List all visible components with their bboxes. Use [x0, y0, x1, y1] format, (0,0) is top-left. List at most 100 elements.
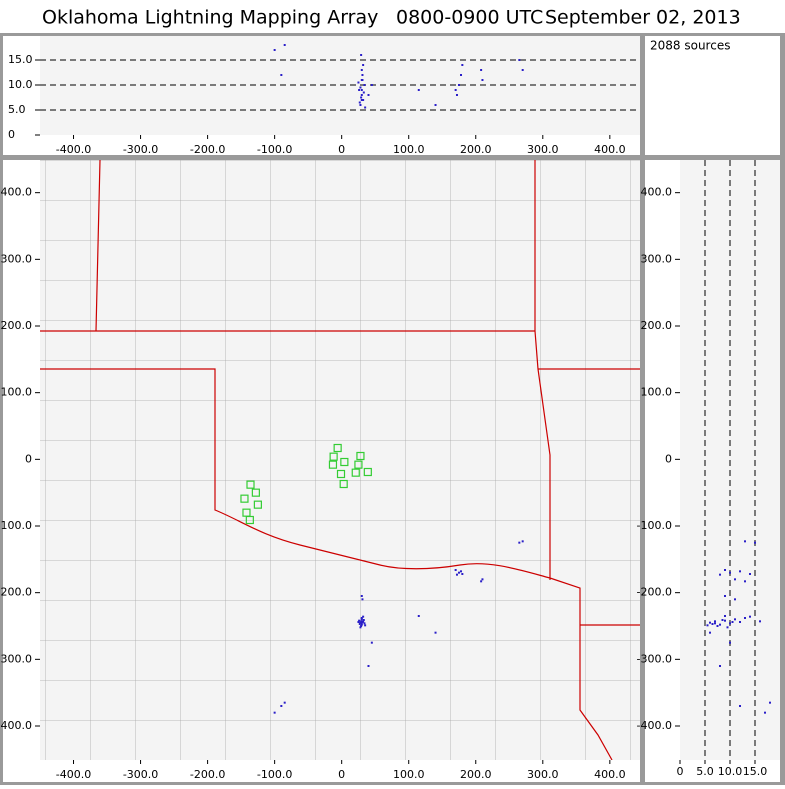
x-tick-label: -200.0: [190, 143, 225, 156]
source-side: [726, 626, 729, 629]
source-count: 2088 sources: [650, 39, 730, 53]
alt-tick-label: 10.0: [8, 78, 33, 91]
source-altitude: [457, 84, 460, 86]
source-plan: [361, 621, 364, 623]
source-altitude: [358, 89, 361, 91]
source-plan: [280, 705, 283, 707]
source-altitude: [360, 54, 363, 56]
y-tick-label: 100.0: [1, 386, 33, 399]
x-tick-label: 300.0: [527, 768, 559, 781]
info-box: [645, 36, 780, 155]
source-altitude: [363, 84, 366, 86]
source-altitude: [360, 94, 363, 96]
source-plan: [359, 621, 362, 624]
chart-title: Oklahoma Lightning Mapping Array: [42, 7, 378, 29]
x-tick-label: 0: [338, 143, 345, 156]
source-altitude: [357, 81, 360, 84]
source-altitude: [358, 101, 361, 104]
y-tick-label: -400.0: [0, 719, 32, 732]
y-tick-label: -100.0: [637, 519, 672, 532]
source-side: [734, 578, 736, 581]
source-plan: [360, 622, 363, 625]
source-side: [719, 573, 721, 576]
source-plan: [364, 624, 367, 627]
source-side: [739, 570, 741, 573]
source-altitude: [362, 99, 365, 101]
source-plan: [518, 541, 521, 544]
source-plan: [363, 622, 366, 625]
source-side: [729, 641, 731, 644]
source-plan: [360, 623, 363, 626]
source-plan: [362, 619, 365, 621]
source-side: [734, 618, 736, 621]
y-tick-label: -200.0: [0, 586, 32, 599]
source-side: [714, 622, 716, 625]
y-tick-label: 400.0: [641, 186, 673, 199]
source-side: [729, 622, 731, 625]
source-plan: [417, 615, 420, 617]
station: [328, 460, 338, 469]
x-tick-label: 300.0: [527, 143, 559, 156]
y-tick-label: -300.0: [0, 652, 32, 665]
source-plan: [367, 665, 370, 667]
source-plan: [360, 618, 363, 621]
source-altitude: [480, 69, 483, 71]
source-altitude: [360, 69, 363, 71]
source-side: [719, 623, 721, 626]
source-plan: [273, 711, 276, 714]
source-plan: [360, 620, 363, 623]
source-plan: [461, 573, 464, 575]
source-altitude: [461, 64, 464, 66]
source-altitude: [455, 94, 458, 96]
source-plan: [455, 573, 458, 576]
alt-tick-label: 0: [677, 765, 684, 778]
source-altitude: [364, 106, 367, 109]
station: [340, 457, 349, 467]
source-side: [739, 621, 741, 623]
x-tick-label: 200.0: [460, 143, 492, 156]
y-tick-label: 200.0: [1, 319, 33, 332]
time-range: 0800-0900 UTC: [396, 7, 543, 29]
source-side: [744, 580, 746, 583]
station: [351, 468, 360, 477]
y-tick-label: -200.0: [637, 586, 672, 599]
y-tick-label: -100.0: [0, 519, 32, 532]
source-side: [744, 540, 746, 543]
station: [356, 451, 365, 461]
source-side: [749, 573, 751, 575]
x-tick-label: -100.0: [257, 768, 292, 781]
x-tick-label: 400.0: [594, 143, 626, 156]
source-side: [724, 569, 726, 571]
station: [363, 467, 372, 477]
source-side: [759, 620, 761, 623]
source-altitude: [361, 79, 364, 81]
source-side: [754, 541, 756, 544]
source-side: [709, 621, 711, 624]
source-side: [724, 615, 726, 617]
source-plan: [370, 641, 373, 644]
source-plan: [460, 570, 463, 573]
source-plan: [454, 569, 457, 571]
source-altitude: [361, 74, 364, 76]
alt-tick-label: 5.0: [696, 765, 714, 778]
state-borders: [40, 160, 640, 760]
x-tick-label: -300.0: [123, 143, 158, 156]
source-altitude: [521, 69, 524, 71]
source-plan: [361, 598, 364, 601]
x-tick-label: -100.0: [257, 143, 292, 156]
source-side: [711, 623, 714, 625]
source-altitude: [481, 79, 484, 81]
source-plan: [360, 617, 363, 619]
source-plan: [358, 619, 361, 622]
source-side: [724, 595, 726, 597]
source-altitude: [518, 59, 521, 61]
alt-tick-label: 5.0: [8, 103, 26, 116]
source-altitude: [417, 89, 420, 91]
source-side: [706, 624, 709, 627]
source-plan: [360, 625, 363, 627]
station: [336, 469, 346, 479]
date: September 02, 2013: [545, 7, 741, 29]
source-side: [769, 701, 771, 704]
source-altitude: [280, 74, 283, 76]
source-plan: [457, 571, 460, 574]
